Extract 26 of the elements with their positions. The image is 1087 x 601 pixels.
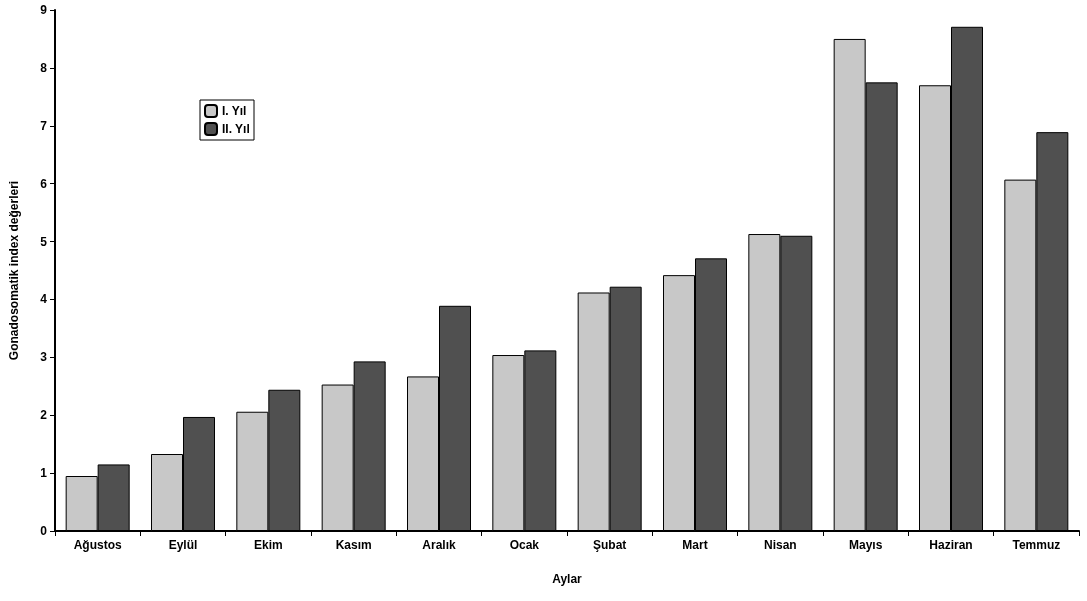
x-tick-label: Temmuz: [1012, 538, 1061, 552]
y-axis-title: Gonadosomatik index değerleri: [7, 180, 21, 361]
y-tick-label: 0: [40, 524, 48, 538]
y-tick-label: 5: [40, 234, 48, 249]
y-tick-label: 4: [40, 292, 48, 307]
x-tick-label: Kasım: [335, 538, 372, 552]
x-tick-label: Ekim: [253, 538, 283, 552]
x-tick-label: Ocak: [509, 538, 540, 552]
y-tick-label: 9: [40, 3, 48, 17]
y-tick-label: 8: [40, 60, 48, 75]
y-tick-label: 6: [40, 176, 48, 191]
x-tick-label: Mayıs: [848, 538, 883, 552]
x-tick-label: Ağustos: [73, 538, 122, 552]
x-tick-label: Aralık: [422, 538, 456, 552]
x-tick-label: Eylül: [168, 538, 198, 552]
y-tick-label: 1: [40, 466, 48, 481]
x-tick-label: Nisan: [763, 538, 797, 552]
legend-label: I. Yıl: [222, 104, 247, 118]
legend-label: II. Yıl: [222, 122, 250, 136]
y-tick-label: 7: [40, 118, 48, 133]
x-tick-label: Şubat: [592, 538, 627, 552]
x-axis-title: Aylar: [552, 572, 583, 586]
y-tick-label: 2: [40, 408, 48, 423]
y-tick-label: 3: [40, 350, 48, 365]
x-tick-label: Haziran: [929, 538, 973, 552]
x-tick-label: Mart: [682, 538, 708, 552]
